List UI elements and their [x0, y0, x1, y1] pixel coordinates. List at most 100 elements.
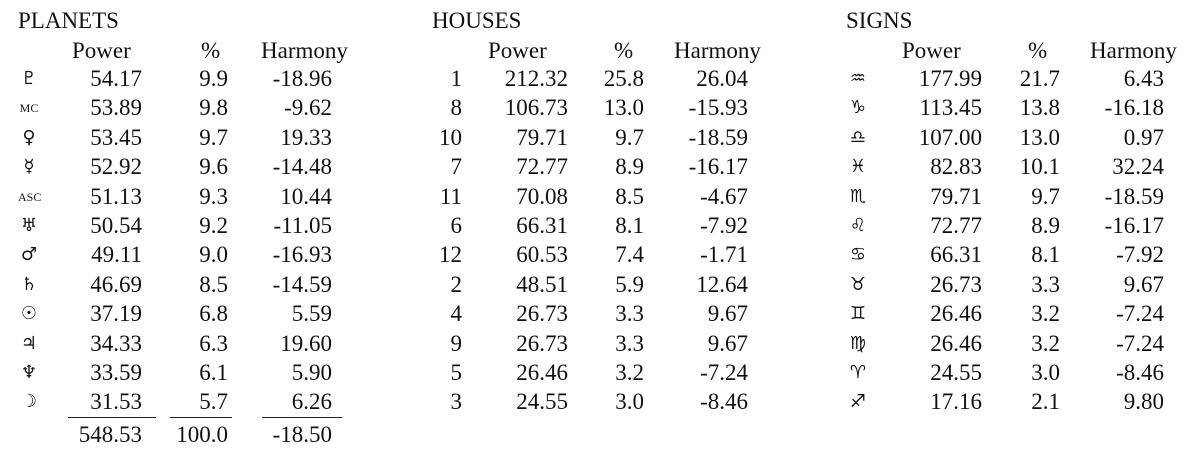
signs-row: ♈ 24.55 3.0 -8.46	[846, 358, 1200, 388]
signs-row-power: 26.46	[930, 301, 982, 327]
signs-row: ♐ 17.16 2.1 9.80	[846, 387, 1200, 417]
houses-row: 6 66.31 8.1 -7.92	[432, 211, 812, 241]
planets-total-pct: 100.0	[176, 422, 228, 447]
signs-row-label: ♍	[849, 332, 867, 354]
houses-row-power: 72.77	[516, 154, 568, 180]
houses-row-harmony: -15.93	[688, 95, 748, 121]
houses-row-harmony: -8.46	[700, 389, 748, 415]
planets-total-power: 548.53	[78, 422, 142, 447]
signs-row: ♑ 113.45 13.8 -16.18	[846, 93, 1200, 123]
planets-row: ☉ 37.19 6.8 5.59	[18, 299, 398, 329]
planets-row-power: 52.92	[90, 154, 142, 180]
planets-row: MC 53.89 9.8 -9.62	[18, 93, 398, 123]
houses-row: 4 26.73 3.3 9.67	[432, 299, 812, 329]
planets-row-label: ☉	[20, 303, 38, 325]
planets-row-pct: 9.8	[199, 95, 228, 121]
planets-row-pct: 9.3	[199, 183, 228, 209]
houses-row-label: 3	[450, 389, 463, 415]
houses-row-label: 2	[450, 271, 463, 297]
planets-total-rule-harmony	[262, 417, 342, 418]
houses-row-label: 12	[439, 242, 462, 268]
signs-row-label: ♑	[849, 97, 867, 119]
planets-row-harmony: 6.26	[291, 389, 332, 415]
planets-row-label: ♀	[22, 126, 36, 148]
planets-row-power: 50.54	[90, 213, 142, 238]
planets-row-pct: 5.7	[199, 389, 228, 415]
signs-row-label: ♋	[849, 244, 867, 266]
signs-row-label: ♌	[849, 215, 867, 236]
signs-title: SIGNS	[846, 8, 913, 33]
planets-row: ♀ 53.45 9.7 19.33	[18, 123, 398, 153]
houses-row-power: 60.53	[516, 242, 568, 268]
signs-row-label: ♏	[849, 185, 867, 207]
signs-row-power: 79.71	[930, 183, 982, 209]
houses-row: 7 72.77 8.9 -16.17	[432, 152, 812, 182]
houses-row-pct: 7.4	[615, 242, 644, 268]
signs-row: ♊ 26.46 3.2 -7.24	[846, 299, 1200, 329]
planets-row-label: ♂	[20, 244, 38, 266]
signs-row: ♎ 107.00 13.0 0.97	[846, 123, 1200, 153]
signs-row: ♌ 72.77 8.9 -16.17	[846, 211, 1200, 241]
houses-row-harmony: -4.67	[700, 183, 748, 209]
houses-row-harmony: -18.59	[688, 124, 748, 150]
signs-row-pct: 2.1	[1031, 389, 1060, 415]
planets-row-power: 46.69	[90, 271, 142, 297]
planets-row-label: ♄	[20, 273, 38, 295]
houses-row-power: 70.08	[516, 183, 568, 209]
planets-row-pct: 6.1	[199, 360, 228, 385]
signs-row: ♍ 26.46 3.2 -7.24	[846, 329, 1200, 359]
houses-row-label: 5	[450, 360, 463, 385]
signs-row-pct: 3.0	[1031, 360, 1060, 385]
planets-totals-row: 548.53 100.0 -18.50	[18, 420, 398, 450]
signs-row-power: 72.77	[930, 213, 982, 238]
houses-row-power: 66.31	[516, 213, 568, 238]
planets-total-rule-pct	[170, 417, 232, 418]
planets-header-harmony: Harmony	[261, 38, 348, 63]
houses-title: HOUSES	[432, 8, 522, 33]
signs-header-power: Power	[902, 38, 961, 63]
houses-table: HOUSES Power % Harmony 1 212.32 25.8 26.04 8…	[432, 0, 812, 464]
signs-row-pct: 3.2	[1031, 330, 1060, 356]
planets-row-harmony: 5.90	[291, 360, 332, 385]
signs-row-power: 177.99	[918, 66, 982, 91]
signs-table: SIGNS Power % Harmony ♒ 177.99 21.7 6.43 ♑ 11…	[846, 0, 1200, 464]
signs-row-pct: 9.7	[1031, 183, 1060, 209]
houses-header-harmony: Harmony	[674, 38, 761, 63]
planets-row-pct: 6.3	[199, 330, 228, 356]
houses-row-power: 106.73	[504, 95, 568, 121]
signs-row-label: ♒	[849, 68, 867, 89]
signs-row-pct: 8.1	[1031, 242, 1060, 268]
planets-row-label: ♆	[20, 362, 38, 383]
houses-row-label: 7	[450, 154, 463, 180]
planets-row-power: 51.13	[90, 183, 142, 209]
signs-row-power: 113.45	[919, 95, 982, 121]
houses-row-pct: 3.3	[615, 330, 644, 356]
signs-row-label: ♉	[849, 273, 867, 295]
signs-row-pct: 13.8	[1019, 95, 1060, 121]
signs-row-power: 24.55	[930, 360, 982, 385]
signs-row-power: 17.16	[930, 389, 982, 415]
signs-row-pct: 13.0	[1019, 124, 1060, 150]
houses-row-pct: 3.2	[615, 360, 644, 385]
planets-row-harmony: -11.05	[273, 213, 332, 238]
signs-row-harmony: -7.92	[1116, 242, 1164, 268]
planets-row-pct: 9.6	[199, 154, 228, 180]
houses-row: 11 70.08 8.5 -4.67	[432, 182, 812, 212]
houses-header-power: Power	[488, 38, 547, 63]
planets-title: PLANETS	[18, 8, 119, 33]
signs-row: ♏ 79.71 9.7 -18.59	[846, 182, 1200, 212]
planets-row-label: MC	[19, 101, 39, 116]
houses-row-label: 9	[450, 330, 463, 356]
houses-row: 5 26.46 3.2 -7.24	[432, 358, 812, 388]
signs-row: ♋ 66.31 8.1 -7.92	[846, 240, 1200, 270]
planets-row-pct: 9.7	[199, 124, 228, 150]
signs-row-harmony: 0.97	[1123, 124, 1164, 150]
houses-row-harmony: -1.71	[700, 242, 748, 268]
signs-row-harmony: -7.24	[1116, 301, 1164, 327]
signs-row-harmony: 6.43	[1123, 66, 1164, 91]
signs-row-harmony: -18.59	[1104, 183, 1164, 209]
houses-row-power: 26.73	[516, 330, 568, 356]
planets-row: ASC 51.13 9.3 10.44	[18, 182, 398, 212]
houses-row-label: 6	[450, 213, 463, 238]
planets-row-power: 33.59	[90, 360, 142, 385]
